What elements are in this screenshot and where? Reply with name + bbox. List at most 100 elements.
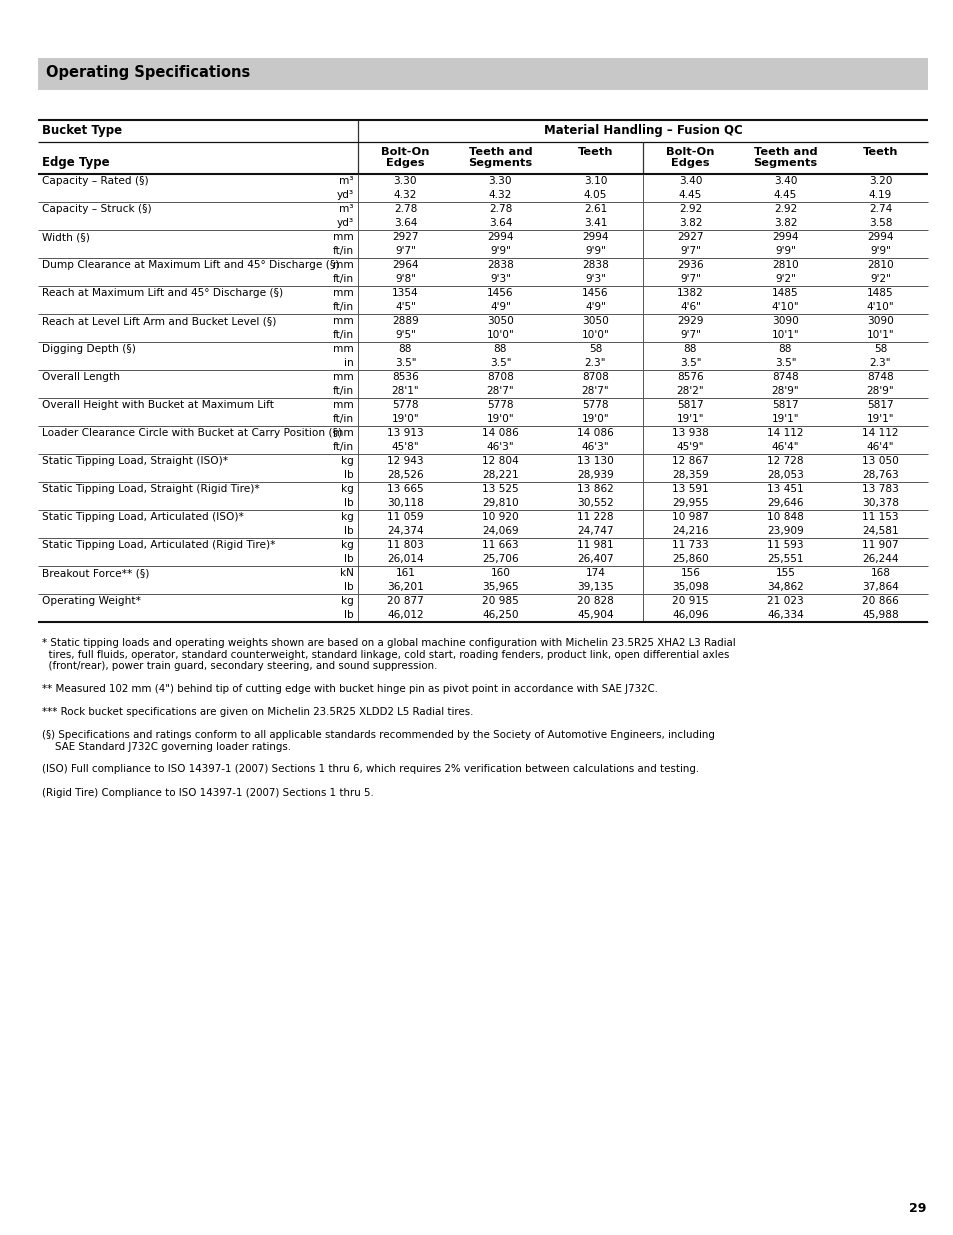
Text: kg: kg [341, 484, 354, 494]
Text: 13 451: 13 451 [766, 484, 803, 494]
Text: Static Tipping Load, Articulated (Rigid Tire)*: Static Tipping Load, Articulated (Rigid … [42, 540, 275, 550]
Text: Teeth and: Teeth and [468, 147, 532, 157]
Text: 8536: 8536 [392, 372, 418, 382]
Text: 12 804: 12 804 [481, 456, 518, 466]
Text: 10'1": 10'1" [771, 330, 799, 340]
Text: yd³: yd³ [336, 219, 354, 228]
Text: Static Tipping Load, Straight (Rigid Tire)*: Static Tipping Load, Straight (Rigid Tir… [42, 484, 259, 494]
Text: 13 862: 13 862 [577, 484, 613, 494]
Text: 37,864: 37,864 [862, 582, 898, 592]
Text: 4.45: 4.45 [773, 190, 797, 200]
Text: *** Rock bucket specifications are given on Michelin 23.5R25 XLDD2 L5 Radial tir: *** Rock bucket specifications are given… [42, 706, 473, 718]
Text: 4.45: 4.45 [679, 190, 701, 200]
Text: ft/in: ft/in [333, 246, 354, 256]
Text: 3.30: 3.30 [394, 177, 416, 186]
Text: (§) Specifications and ratings conform to all applicable standards recommended b: (§) Specifications and ratings conform t… [42, 730, 714, 740]
Text: 28,053: 28,053 [766, 471, 803, 480]
Text: 30,378: 30,378 [862, 498, 898, 508]
Text: 4'9": 4'9" [584, 303, 605, 312]
Text: Bolt-On: Bolt-On [665, 147, 714, 157]
Text: Teeth: Teeth [578, 147, 613, 157]
Text: tires, full fluids, operator, standard counterweight, standard linkage, cold sta: tires, full fluids, operator, standard c… [42, 650, 729, 659]
Text: 28'7": 28'7" [486, 387, 514, 396]
Text: 4.19: 4.19 [868, 190, 891, 200]
Text: 2.74: 2.74 [868, 204, 891, 214]
Text: Operating Weight*: Operating Weight* [42, 597, 141, 606]
Text: 2889: 2889 [392, 316, 418, 326]
Text: 2936: 2936 [677, 261, 703, 270]
Text: 35,965: 35,965 [481, 582, 518, 592]
Text: kg: kg [341, 456, 354, 466]
Text: Digging Depth (§): Digging Depth (§) [42, 345, 135, 354]
Text: kN: kN [340, 568, 354, 578]
Text: 3.5": 3.5" [489, 358, 511, 368]
Text: 13 591: 13 591 [672, 484, 708, 494]
Text: 5817: 5817 [866, 400, 893, 410]
Text: 2.61: 2.61 [583, 204, 606, 214]
Text: 20 877: 20 877 [387, 597, 423, 606]
Text: 26,407: 26,407 [577, 555, 613, 564]
Text: lb: lb [344, 471, 354, 480]
Text: 174: 174 [585, 568, 605, 578]
Text: 3.64: 3.64 [488, 219, 512, 228]
Text: 3050: 3050 [581, 316, 608, 326]
Text: 28,763: 28,763 [862, 471, 898, 480]
Text: SAE Standard J732C governing loader ratings.: SAE Standard J732C governing loader rati… [42, 741, 291, 752]
Text: 19'1": 19'1" [676, 414, 703, 424]
Text: Teeth: Teeth [862, 147, 898, 157]
Text: 45,904: 45,904 [577, 610, 613, 620]
Text: 1354: 1354 [392, 288, 418, 298]
Text: 2838: 2838 [487, 261, 514, 270]
Text: Width (§): Width (§) [42, 232, 90, 242]
Text: 24,069: 24,069 [481, 526, 518, 536]
Text: 13 525: 13 525 [481, 484, 518, 494]
Text: mm: mm [333, 429, 354, 438]
Text: 9'7": 9'7" [679, 330, 700, 340]
Text: 28'7": 28'7" [581, 387, 609, 396]
Text: 9'7": 9'7" [679, 274, 700, 284]
Text: 12 943: 12 943 [387, 456, 423, 466]
Text: Segments: Segments [753, 158, 817, 168]
Text: 2.78: 2.78 [488, 204, 512, 214]
Text: 8748: 8748 [771, 372, 798, 382]
Text: Breakout Force** (§): Breakout Force** (§) [42, 568, 150, 578]
Text: 19'1": 19'1" [771, 414, 799, 424]
Text: mm: mm [333, 261, 354, 270]
Text: 28'9": 28'9" [865, 387, 893, 396]
Text: 58: 58 [588, 345, 601, 354]
Text: 13 665: 13 665 [387, 484, 423, 494]
Text: 19'0": 19'0" [581, 414, 609, 424]
Bar [38, 58, 927, 90]
Text: 46'3": 46'3" [581, 442, 609, 452]
Text: 3.10: 3.10 [583, 177, 607, 186]
Text: 2964: 2964 [392, 261, 418, 270]
Text: 5778: 5778 [487, 400, 514, 410]
Text: 46,096: 46,096 [672, 610, 708, 620]
Text: 9'9": 9'9" [869, 246, 890, 256]
Text: mm: mm [333, 288, 354, 298]
Text: 10 848: 10 848 [766, 513, 803, 522]
Text: 4.32: 4.32 [394, 190, 416, 200]
Text: 9'2": 9'2" [774, 274, 795, 284]
Text: 2994: 2994 [866, 232, 893, 242]
Text: 26,014: 26,014 [387, 555, 423, 564]
Text: 29,955: 29,955 [672, 498, 708, 508]
Text: 2.78: 2.78 [394, 204, 416, 214]
Text: Capacity – Rated (§): Capacity – Rated (§) [42, 177, 149, 186]
Text: 13 938: 13 938 [671, 429, 708, 438]
Text: 3.30: 3.30 [488, 177, 512, 186]
Text: 39,135: 39,135 [577, 582, 613, 592]
Text: Teeth and: Teeth and [753, 147, 817, 157]
Text: 8748: 8748 [866, 372, 893, 382]
Text: mm: mm [333, 232, 354, 242]
Text: Capacity – Struck (§): Capacity – Struck (§) [42, 204, 152, 214]
Text: 11 907: 11 907 [862, 540, 898, 550]
Text: 46'4": 46'4" [866, 442, 893, 452]
Text: 28,221: 28,221 [481, 471, 518, 480]
Text: 29: 29 [907, 1202, 925, 1215]
Text: * Static tipping loads and operating weights shown are based on a global machine: * Static tipping loads and operating wei… [42, 638, 735, 648]
Text: 9'7": 9'7" [679, 246, 700, 256]
Text: kg: kg [341, 513, 354, 522]
Text: 19'0": 19'0" [486, 414, 514, 424]
Text: 3090: 3090 [771, 316, 798, 326]
